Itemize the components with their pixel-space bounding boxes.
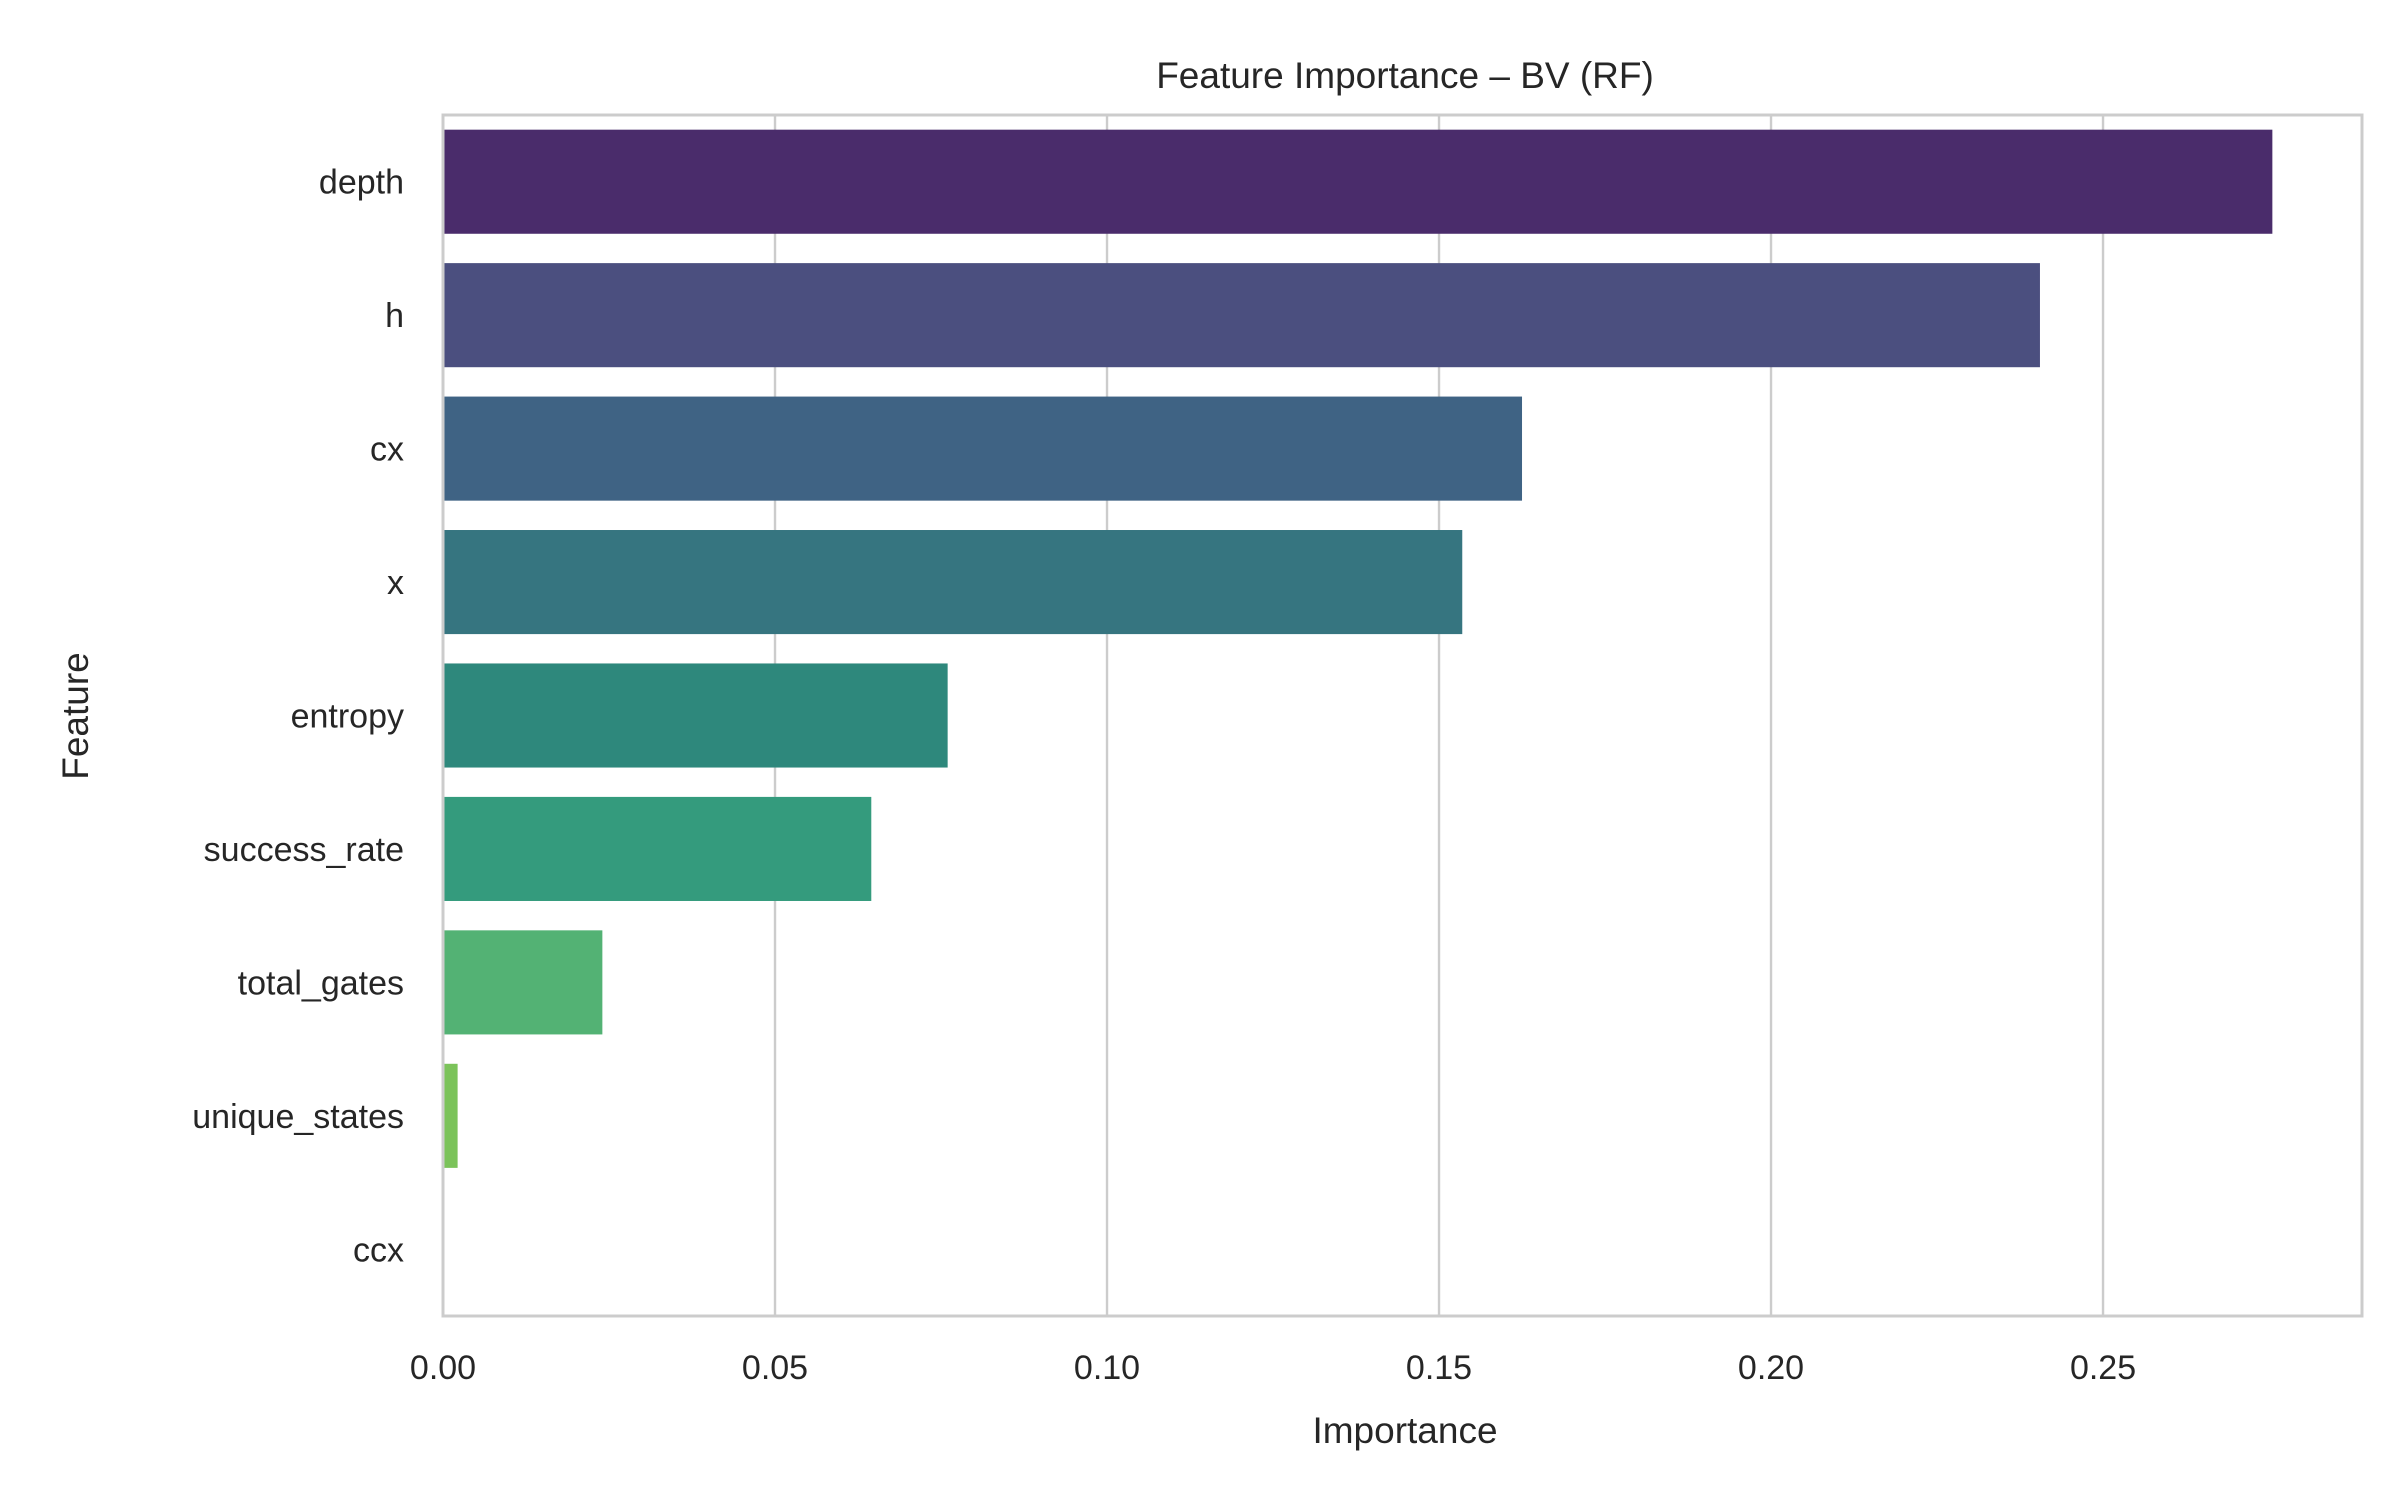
x-tick-label: 0.00 xyxy=(410,1349,476,1387)
y-tick-label: depth xyxy=(319,164,404,202)
bar-h xyxy=(443,263,2040,368)
x-tick-label: 0.25 xyxy=(2070,1349,2136,1387)
y-tick-label: unique_states xyxy=(192,1098,404,1136)
y-tick-label: x xyxy=(387,564,404,602)
x-tick-label: 0.05 xyxy=(742,1349,808,1387)
chart-title: Feature Importance – BV (RF) xyxy=(1156,55,1654,96)
y-tick-label: ccx xyxy=(353,1231,404,1269)
y-tick-label: total_gates xyxy=(238,964,404,1002)
tick-layer: 0.00 0.05 0.10 0.15 0.20 0.25 depth h cx x entropy… xyxy=(192,164,2136,1387)
y-tick-label: h xyxy=(385,297,404,335)
y-tick-label: success_rate xyxy=(204,831,404,869)
bar-x xyxy=(443,530,1463,635)
y-tick-label: cx xyxy=(370,431,404,469)
y-axis-label: Feature xyxy=(55,652,96,780)
x-tick-label: 0.15 xyxy=(1406,1349,1472,1387)
bar-entropy xyxy=(443,663,948,768)
x-tick-label: 0.20 xyxy=(1738,1349,1804,1387)
bar-depth xyxy=(443,129,2273,234)
bar-layer xyxy=(443,129,2273,1168)
bar-cx xyxy=(443,396,1523,501)
bar-unique-states xyxy=(443,1063,458,1168)
bar-total-gates xyxy=(443,930,603,1035)
y-tick-label: entropy xyxy=(291,698,404,736)
x-tick-label: 0.10 xyxy=(1074,1349,1140,1387)
bar-success-rate xyxy=(443,796,872,901)
x-axis-label: Importance xyxy=(1312,1410,1497,1451)
plot-frame xyxy=(441,113,2364,1318)
